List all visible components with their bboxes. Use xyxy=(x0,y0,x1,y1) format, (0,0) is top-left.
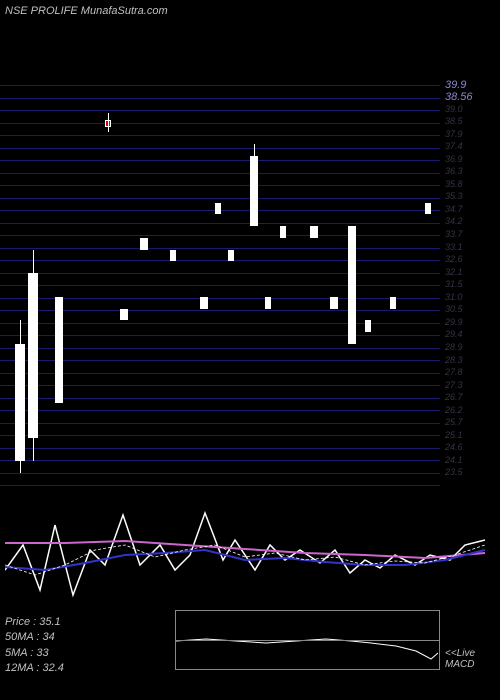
gridline xyxy=(0,298,440,299)
candle-wick xyxy=(33,250,34,462)
y-axis-label-minor: 32.6 xyxy=(445,254,495,264)
gridline xyxy=(0,335,440,336)
macd-panel xyxy=(175,610,440,670)
gridline xyxy=(0,235,440,236)
gridline xyxy=(0,373,440,374)
y-axis-label-minor: 26.7 xyxy=(445,392,495,402)
candle-body xyxy=(228,250,234,262)
y-axis-label-minor: 23.5 xyxy=(445,467,495,477)
y-axis-label-minor: 28.3 xyxy=(445,355,495,365)
gridline xyxy=(0,260,440,261)
gridline xyxy=(0,485,440,486)
gridline xyxy=(0,473,440,474)
ma50-stat: 50MA : 34 xyxy=(5,630,64,645)
y-axis-label-minor: 33.1 xyxy=(445,242,495,252)
gridline xyxy=(0,385,440,386)
candle-body xyxy=(390,297,396,309)
gridline xyxy=(0,248,440,249)
candle-body xyxy=(330,297,338,309)
y-axis-label-minor: 39.0 xyxy=(445,104,495,114)
candlestick-chart xyxy=(0,85,440,485)
gridline xyxy=(0,185,440,186)
macd-midline xyxy=(176,640,439,641)
candle-body xyxy=(265,297,271,309)
gridline xyxy=(0,148,440,149)
y-axis-label: 39.9 xyxy=(445,79,495,91)
gridline xyxy=(0,173,440,174)
stats-panel: Price : 35.1 50MA : 34 5MA : 33 12MA : 3… xyxy=(5,615,64,677)
gridline xyxy=(0,323,440,324)
gridline xyxy=(0,310,440,311)
candle-wick xyxy=(254,144,255,226)
y-axis-label-minor: 25.1 xyxy=(445,430,495,440)
y-axis-label-minor: 36.3 xyxy=(445,166,495,176)
y-axis-label-minor: 29.4 xyxy=(445,329,495,339)
candle-body xyxy=(55,297,63,403)
y-axis-label-minor: 34.2 xyxy=(445,216,495,226)
candle-body xyxy=(140,238,148,250)
gridline xyxy=(0,160,440,161)
y-axis-label-minor: 31.5 xyxy=(445,279,495,289)
gridline xyxy=(0,198,440,199)
candle-body xyxy=(365,320,371,332)
candle-wick xyxy=(20,320,21,473)
gridline xyxy=(0,135,440,136)
y-axis-label-minor: 34.7 xyxy=(445,204,495,214)
indicator-line-price xyxy=(5,513,485,595)
chart-header: NSE PROLIFE MunafaSutra.com xyxy=(5,5,168,17)
ma12-stat: 12MA : 32.4 xyxy=(5,661,64,676)
gridline xyxy=(0,423,440,424)
candle-body xyxy=(170,250,176,262)
indicator-line-12ma xyxy=(5,550,485,570)
y-axis-label-minor: 38.5 xyxy=(445,116,495,126)
y-axis-label-minor: 37.4 xyxy=(445,141,495,151)
y-axis-label-minor: 31.0 xyxy=(445,292,495,302)
y-axis-label-minor: 25.7 xyxy=(445,417,495,427)
candle-body xyxy=(348,226,356,344)
candle-body xyxy=(120,309,128,321)
gridline xyxy=(0,273,440,274)
indicator-chart xyxy=(5,495,495,615)
price-stat: Price : 35.1 xyxy=(5,615,64,630)
candle-body xyxy=(310,226,318,238)
gridline xyxy=(0,98,440,99)
y-axis-label-minor: 28.9 xyxy=(445,342,495,352)
gridline xyxy=(0,123,440,124)
gridline xyxy=(0,223,440,224)
gridline xyxy=(0,410,440,411)
gridline xyxy=(0,110,440,111)
y-axis-label-minor: 27.3 xyxy=(445,380,495,390)
gridline xyxy=(0,360,440,361)
gridline xyxy=(0,448,440,449)
y-axis-label-minor: 33.7 xyxy=(445,229,495,239)
gridline xyxy=(0,460,440,461)
y-axis-label-minor: 35.3 xyxy=(445,191,495,201)
y-axis-label-minor: 30.5 xyxy=(445,304,495,314)
y-axis-label-minor: 29.9 xyxy=(445,317,495,327)
y-axis-label: 38.56 xyxy=(445,91,495,103)
macd-line xyxy=(176,611,441,671)
y-axis-label-minor: 27.8 xyxy=(445,367,495,377)
y-axis-label-minor: 37.9 xyxy=(445,129,495,139)
candle-body xyxy=(280,226,286,238)
indicator-lines xyxy=(5,495,495,615)
candle-body xyxy=(425,203,431,215)
candle-body xyxy=(215,203,221,215)
candle-wick xyxy=(108,113,109,132)
candle-body xyxy=(200,297,208,309)
gridline xyxy=(0,348,440,349)
gridline xyxy=(0,285,440,286)
gridline xyxy=(0,435,440,436)
gridline xyxy=(0,398,440,399)
macd-label: <<Live MACD xyxy=(445,648,500,670)
y-axis-label-minor: 24.6 xyxy=(445,442,495,452)
y-axis-label-minor: 24.1 xyxy=(445,455,495,465)
y-axis-label-minor: 32.1 xyxy=(445,267,495,277)
y-axis-label-minor: 26.2 xyxy=(445,405,495,415)
y-axis-label-minor: 35.8 xyxy=(445,179,495,189)
macd-polyline xyxy=(176,639,438,659)
y-axis-label-minor: 36.9 xyxy=(445,154,495,164)
ma5-stat: 5MA : 33 xyxy=(5,646,64,661)
gridline xyxy=(0,85,440,86)
